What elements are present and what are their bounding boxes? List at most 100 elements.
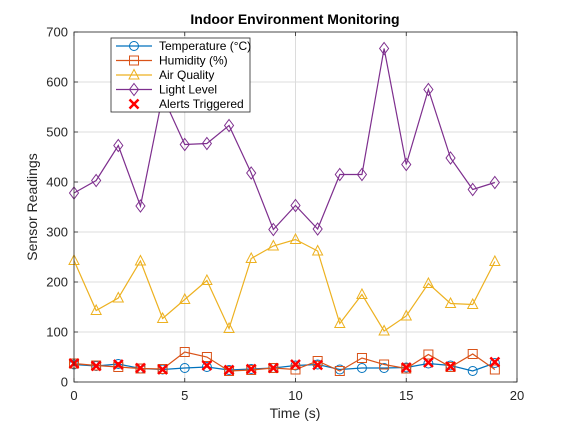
alert-point: [201, 360, 213, 371]
alert-x-stroke: [90, 360, 102, 372]
alert-point: [90, 360, 102, 372]
data-point: [289, 232, 302, 244]
data-point: [467, 182, 478, 197]
x-tick-label: 10: [288, 388, 302, 403]
alert-x-stroke: [267, 362, 279, 374]
y-tick-label: 400: [46, 175, 68, 190]
legend-entry: Air Quality: [116, 68, 214, 82]
data-point: [268, 363, 279, 373]
data-point: [112, 291, 125, 303]
data-point: [179, 347, 190, 357]
data-point: [489, 358, 500, 368]
data-point: [246, 166, 257, 180]
alert-point: [290, 359, 301, 370]
alert-x-stroke: [312, 359, 324, 371]
x-tick-label: 15: [399, 388, 413, 403]
y-tick-label: 300: [46, 225, 68, 240]
data-point: [489, 175, 500, 190]
data-point: [311, 244, 324, 256]
alert-point: [423, 357, 434, 368]
data-point: [400, 309, 413, 321]
y-axis-title: Sensor Readings: [24, 153, 40, 260]
legend-entry: Alerts Triggered: [128, 97, 244, 111]
alert-point: [112, 359, 124, 370]
alert-x-stroke: [112, 359, 124, 370]
data-point: [423, 349, 434, 360]
legend: Temperature (°C)Humidity (%)Air QualityL…: [110, 37, 251, 113]
data-point: [489, 364, 500, 375]
x-tick-label: 20: [510, 388, 524, 403]
data-point: [135, 199, 146, 213]
alert-point: [157, 364, 168, 375]
data-point: [356, 167, 368, 182]
data-point: [201, 136, 213, 151]
data-point: [179, 363, 190, 373]
legend-marker: [129, 55, 139, 66]
alert-point: [223, 364, 235, 376]
data-point: [178, 292, 191, 304]
series-layer: [68, 41, 501, 376]
data-point: [378, 41, 390, 56]
data-point: [246, 365, 257, 375]
data-point: [466, 297, 479, 309]
data-point: [113, 138, 124, 153]
data-point: [223, 118, 235, 133]
data-point: [356, 363, 367, 373]
legend-entry: Humidity (%): [116, 54, 228, 68]
alert-x-stroke: [423, 357, 434, 368]
data-point: [401, 363, 412, 374]
series-2: [68, 232, 501, 336]
y-tick-label: 0: [61, 375, 68, 390]
legend-label: Temperature (°C): [159, 39, 251, 53]
series-line: [73, 48, 496, 231]
alert-x-stroke: [135, 362, 146, 374]
alert-x-stroke: [201, 360, 213, 371]
data-point: [467, 349, 478, 359]
data-point: [290, 198, 301, 213]
y-tick-label: 700: [46, 25, 68, 40]
data-point: [422, 276, 435, 288]
alert-point: [445, 361, 456, 372]
alert-point: [267, 362, 279, 374]
legend-marker: [128, 98, 140, 110]
legend-entries: Temperature (°C)Humidity (%)Air QualityL…: [116, 39, 251, 111]
alert-point: [312, 359, 324, 371]
data-point: [378, 324, 390, 336]
data-point: [423, 82, 434, 97]
data-point: [134, 254, 147, 266]
data-point: [401, 157, 412, 172]
data-point: [444, 296, 457, 308]
data-point: [268, 222, 279, 237]
data-point: [356, 353, 367, 363]
data-point: [445, 151, 456, 165]
alert-x-stroke: [290, 359, 301, 370]
data-point: [157, 364, 168, 374]
data-point: [467, 366, 478, 376]
legend-marker: [128, 68, 140, 80]
data-point: [201, 362, 212, 372]
data-point: [179, 137, 190, 152]
series-1: [69, 347, 500, 376]
alert-x-stroke: [128, 98, 140, 110]
data-point: [489, 254, 501, 266]
legend-marker: [129, 41, 139, 51]
series-line: [73, 351, 496, 372]
tick-marks: [73, 31, 518, 383]
alert-x-stroke: [489, 356, 501, 368]
data-point: [201, 352, 212, 362]
y-tick-label: 200: [46, 275, 68, 290]
legend-label: Air Quality: [159, 68, 214, 82]
y-tick-label: 500: [46, 125, 68, 140]
legend-entry: Temperature (°C): [116, 39, 251, 53]
legend-label: Alerts Triggered: [159, 97, 244, 111]
alert-x-stroke: [445, 361, 456, 372]
data-point: [91, 360, 102, 371]
data-point: [334, 167, 345, 182]
legend-entry: Light Level: [116, 83, 217, 97]
data-point: [201, 273, 213, 285]
alert-x-stroke: [223, 364, 235, 376]
alert-x-stroke: [245, 363, 257, 375]
alerts-layer: [68, 356, 501, 376]
